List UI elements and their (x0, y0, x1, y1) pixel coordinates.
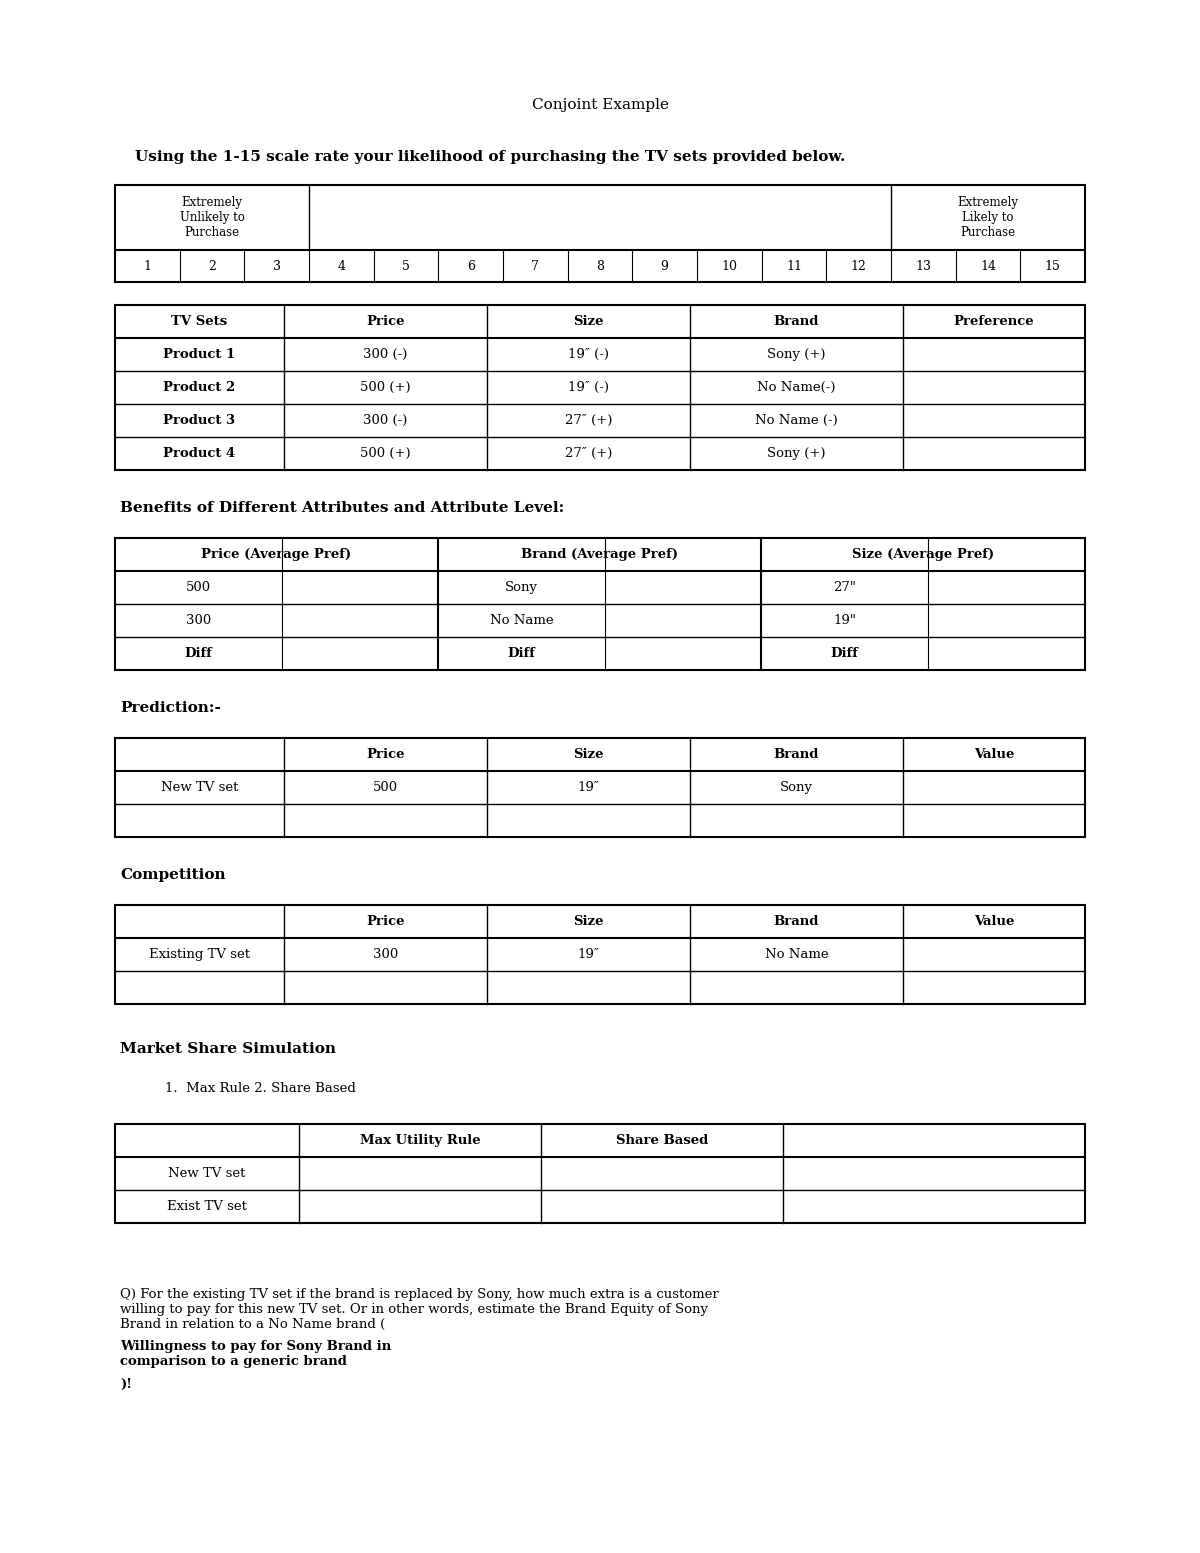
Text: Conjoint Example: Conjoint Example (532, 98, 668, 112)
Text: 10: 10 (721, 259, 737, 272)
Text: Sony (+): Sony (+) (767, 447, 826, 460)
Text: 3: 3 (272, 259, 281, 272)
Text: Value: Value (974, 749, 1014, 761)
Text: No Name: No Name (764, 947, 828, 961)
Text: Sony: Sony (780, 781, 814, 794)
Text: Price: Price (366, 315, 404, 328)
Text: )!: )! (120, 1378, 132, 1391)
Text: 300 (-): 300 (-) (364, 348, 408, 360)
Text: 6: 6 (467, 259, 475, 272)
Text: Diff: Diff (508, 648, 535, 660)
Text: Willingness to pay for Sony Brand in
comparison to a generic brand: Willingness to pay for Sony Brand in com… (120, 1340, 391, 1368)
Text: Brand: Brand (774, 749, 820, 761)
Text: 5: 5 (402, 259, 410, 272)
Text: Diff: Diff (185, 648, 212, 660)
Text: Benefits of Different Attributes and Attribute Level:: Benefits of Different Attributes and Att… (120, 502, 564, 516)
Text: 300: 300 (373, 947, 398, 961)
Text: Sony: Sony (505, 581, 538, 593)
Text: Brand: Brand (774, 315, 820, 328)
Text: Preference: Preference (954, 315, 1034, 328)
Text: Share Based: Share Based (616, 1134, 708, 1148)
Text: No Name (-): No Name (-) (755, 415, 838, 427)
Text: Product 1: Product 1 (163, 348, 235, 360)
Text: Extremely
Likely to
Purchase: Extremely Likely to Purchase (958, 196, 1019, 239)
Text: Sony (+): Sony (+) (767, 348, 826, 360)
Text: Exist TV set: Exist TV set (167, 1200, 247, 1213)
Text: No Name: No Name (490, 613, 553, 627)
Text: 500 (+): 500 (+) (360, 447, 410, 460)
Text: Size (Average Pref): Size (Average Pref) (852, 548, 994, 561)
Text: New TV set: New TV set (161, 781, 238, 794)
Text: Using the 1-15 scale rate your likelihood of purchasing the TV sets provided bel: Using the 1-15 scale rate your likelihoo… (134, 151, 845, 165)
Text: Brand (Average Pref): Brand (Average Pref) (521, 548, 678, 561)
Text: 1: 1 (143, 259, 151, 272)
Text: TV Sets: TV Sets (172, 315, 228, 328)
Text: 19″ (-): 19″ (-) (568, 348, 610, 360)
Text: 300: 300 (186, 613, 211, 627)
Text: 12: 12 (851, 259, 866, 272)
Text: 13: 13 (916, 259, 931, 272)
Text: Existing TV set: Existing TV set (149, 947, 250, 961)
Text: Competition: Competition (120, 868, 226, 882)
Text: Size: Size (574, 315, 604, 328)
Bar (115, 304, 1085, 471)
Text: 19″: 19″ (577, 947, 600, 961)
Text: 19″: 19″ (577, 781, 600, 794)
Text: 19": 19" (833, 613, 856, 627)
Text: 2: 2 (208, 259, 216, 272)
Text: 27″ (+): 27″ (+) (565, 447, 612, 460)
Text: Size: Size (574, 915, 604, 929)
Text: Product 4: Product 4 (163, 447, 235, 460)
Text: Price (Average Pref): Price (Average Pref) (202, 548, 352, 561)
Text: Q) For the existing TV set if the brand is replaced by Sony, how much extra is a: Q) For the existing TV set if the brand … (120, 1287, 719, 1331)
Text: Value: Value (974, 915, 1014, 929)
Text: 9: 9 (661, 259, 668, 272)
Text: No Name(-): No Name(-) (757, 380, 835, 394)
Bar (115, 1124, 1085, 1224)
Text: Prediction:-: Prediction:- (120, 700, 221, 714)
Text: 1.  Max Rule 2. Share Based: 1. Max Rule 2. Share Based (166, 1082, 356, 1095)
Text: 19″ (-): 19″ (-) (568, 380, 610, 394)
Bar (115, 738, 1085, 837)
Text: New TV set: New TV set (168, 1166, 246, 1180)
Text: Diff: Diff (830, 648, 858, 660)
Text: 7: 7 (532, 259, 539, 272)
Text: 8: 8 (596, 259, 604, 272)
Text: Size: Size (574, 749, 604, 761)
Text: 500: 500 (186, 581, 211, 593)
Text: Product 2: Product 2 (163, 380, 235, 394)
Bar (115, 905, 1085, 1003)
Text: 11: 11 (786, 259, 802, 272)
Text: Price: Price (366, 749, 404, 761)
Text: Brand: Brand (774, 915, 820, 929)
Text: 300 (-): 300 (-) (364, 415, 408, 427)
Text: 500 (+): 500 (+) (360, 380, 410, 394)
Bar (115, 537, 1085, 669)
Text: 27″ (+): 27″ (+) (565, 415, 612, 427)
Text: 15: 15 (1045, 259, 1061, 272)
Text: 4: 4 (337, 259, 346, 272)
Text: 27": 27" (833, 581, 856, 593)
Text: Extremely
Unlikely to
Purchase: Extremely Unlikely to Purchase (180, 196, 245, 239)
Text: 500: 500 (373, 781, 398, 794)
Text: Product 3: Product 3 (163, 415, 235, 427)
Text: Market Share Simulation: Market Share Simulation (120, 1042, 336, 1056)
Text: Max Utility Rule: Max Utility Rule (360, 1134, 480, 1148)
Text: Price: Price (366, 915, 404, 929)
Bar (115, 185, 1085, 283)
Text: 14: 14 (980, 259, 996, 272)
